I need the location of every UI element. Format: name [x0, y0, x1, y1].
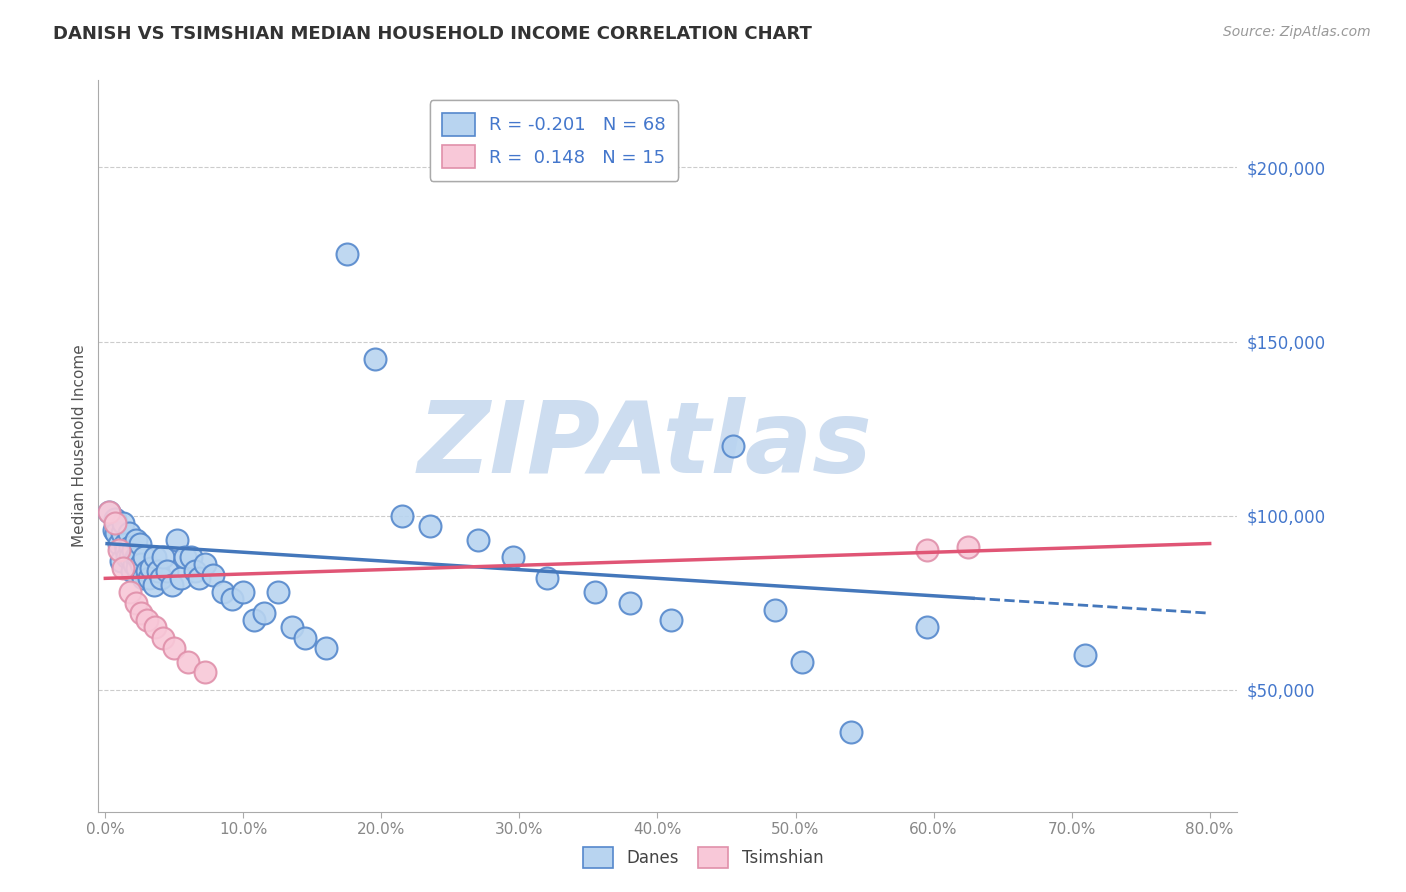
Point — [391, 508, 413, 523]
Text: ZIPAtlas: ZIPAtlas — [418, 398, 873, 494]
Point — [125, 561, 148, 575]
Point — [194, 665, 217, 680]
Point — [174, 550, 197, 565]
Point — [156, 565, 179, 579]
Point — [112, 561, 135, 575]
Text: Source: ZipAtlas.com: Source: ZipAtlas.com — [1223, 25, 1371, 39]
Point — [221, 592, 243, 607]
Point — [915, 620, 938, 634]
Point — [127, 550, 149, 565]
Point — [243, 613, 266, 627]
Point — [142, 578, 165, 592]
Text: DANISH VS TSIMSHIAN MEDIAN HOUSEHOLD INCOME CORRELATION CHART: DANISH VS TSIMSHIAN MEDIAN HOUSEHOLD INC… — [53, 25, 813, 43]
Point — [839, 724, 862, 739]
Point — [253, 606, 276, 620]
Point — [117, 550, 139, 565]
Point — [125, 533, 148, 547]
Point — [280, 620, 302, 634]
Point — [143, 550, 166, 565]
Point — [177, 655, 200, 669]
Point — [294, 631, 316, 645]
Point — [232, 585, 254, 599]
Point — [170, 571, 193, 585]
Point — [180, 550, 202, 565]
Point — [163, 640, 186, 655]
Point — [267, 585, 290, 599]
Point — [146, 565, 169, 579]
Point — [115, 543, 138, 558]
Point — [583, 585, 606, 599]
Point — [336, 247, 359, 261]
Point — [129, 558, 152, 572]
Legend: R = -0.201   N = 68, R =  0.148   N = 15: R = -0.201 N = 68, R = 0.148 N = 15 — [430, 100, 678, 181]
Point — [467, 533, 489, 547]
Point — [659, 613, 682, 627]
Point — [121, 565, 143, 579]
Legend: Danes, Tsimshian: Danes, Tsimshian — [576, 840, 830, 875]
Point — [1074, 648, 1097, 662]
Point — [108, 543, 131, 558]
Point — [619, 596, 641, 610]
Point — [120, 550, 142, 565]
Point — [103, 523, 125, 537]
Point — [419, 519, 441, 533]
Point — [363, 351, 385, 366]
Point — [104, 516, 127, 530]
Point — [143, 620, 166, 634]
Point — [112, 516, 135, 530]
Point — [723, 439, 745, 453]
Point — [132, 550, 155, 565]
Point — [188, 571, 211, 585]
Point — [915, 543, 938, 558]
Point — [135, 565, 157, 579]
Point — [120, 540, 142, 554]
Point — [131, 571, 153, 585]
Y-axis label: Median Household Income: Median Household Income — [72, 344, 87, 548]
Point — [149, 571, 172, 585]
Point — [184, 565, 207, 579]
Point — [201, 567, 224, 582]
Point — [139, 561, 162, 575]
Point — [114, 536, 136, 550]
Point — [105, 526, 128, 541]
Point — [211, 585, 233, 599]
Point — [194, 558, 217, 572]
Point — [792, 655, 814, 669]
Point — [135, 613, 157, 627]
Point — [124, 558, 146, 572]
Point — [98, 505, 121, 519]
Point — [957, 540, 980, 554]
Point — [160, 578, 183, 592]
Point — [502, 550, 524, 565]
Point — [125, 550, 148, 565]
Point — [128, 536, 150, 550]
Point — [104, 512, 127, 526]
Point — [110, 554, 132, 568]
Point — [118, 526, 141, 541]
Point — [125, 596, 148, 610]
Point — [152, 550, 174, 565]
Point — [152, 631, 174, 645]
Point — [536, 571, 558, 585]
Point — [315, 640, 337, 655]
Point — [166, 533, 188, 547]
Point — [108, 536, 131, 550]
Point — [122, 543, 145, 558]
Point — [120, 585, 142, 599]
Point — [763, 603, 786, 617]
Point — [111, 526, 134, 541]
Point — [98, 505, 121, 519]
Point — [129, 606, 152, 620]
Point — [138, 571, 160, 585]
